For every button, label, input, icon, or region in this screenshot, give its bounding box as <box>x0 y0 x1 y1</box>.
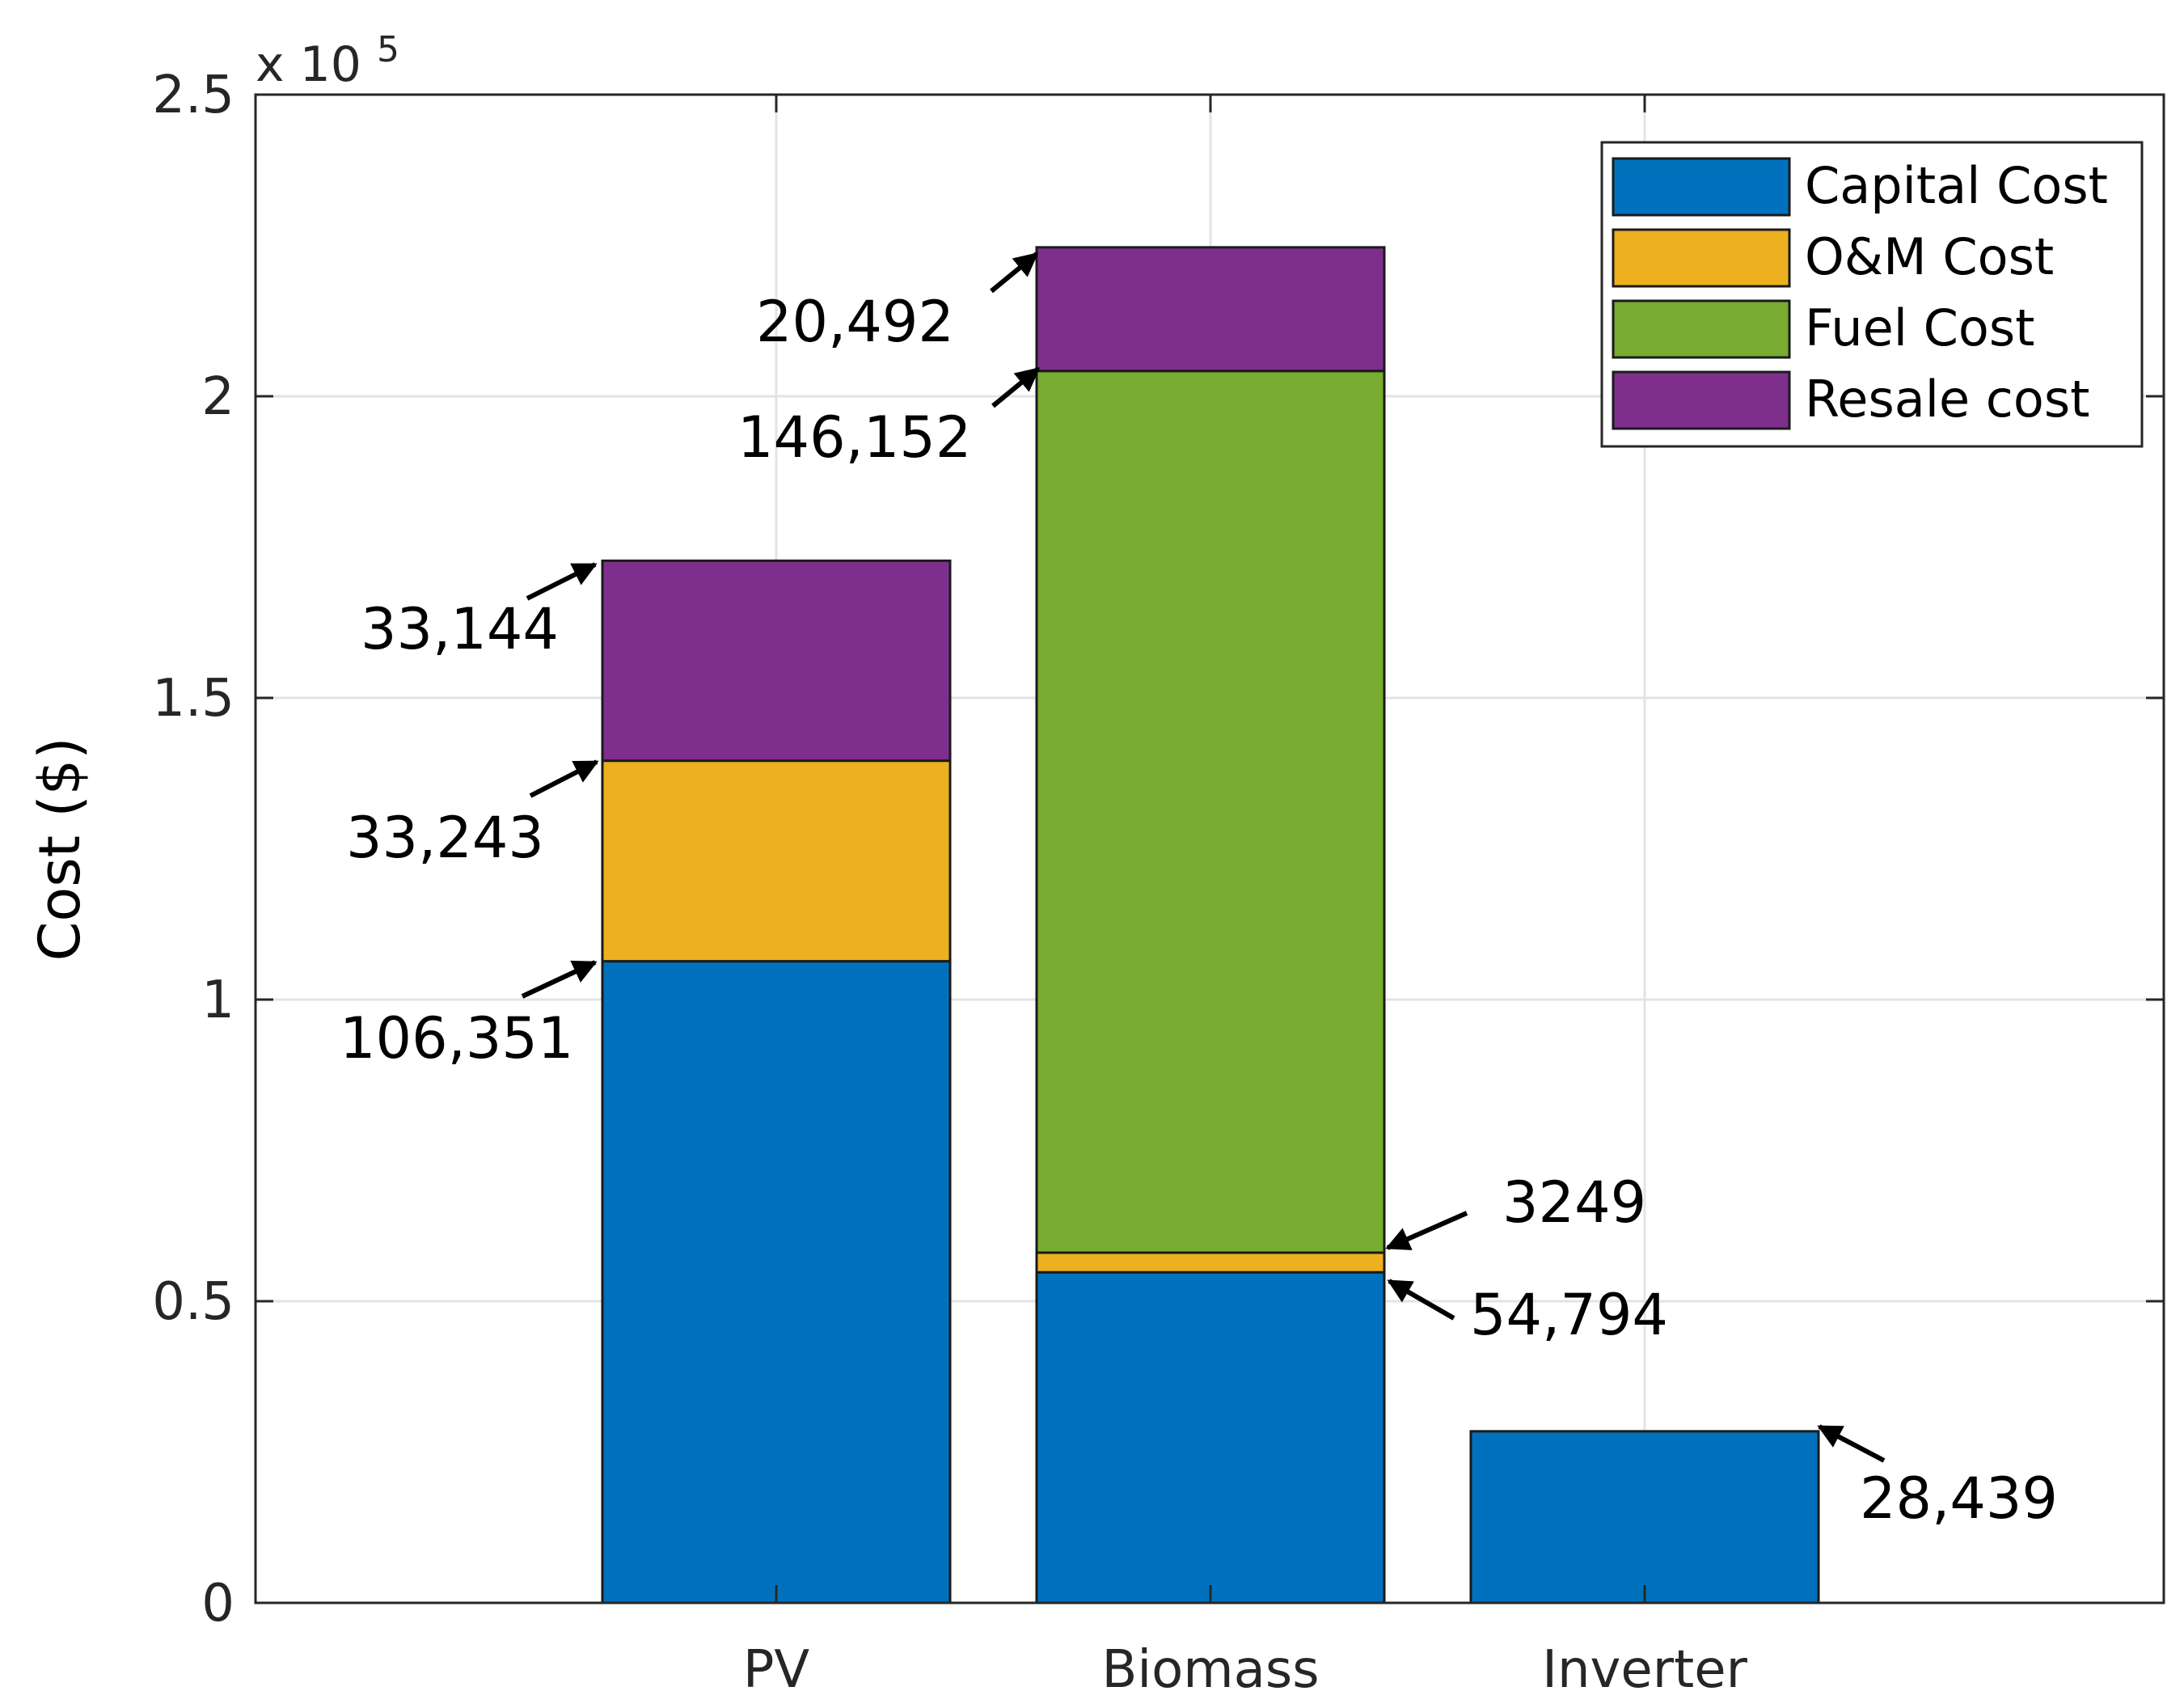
y-exponent-power: 5 <box>377 29 399 70</box>
annotation-arrow <box>1817 1424 1886 1463</box>
legend-label: O&M Cost <box>1805 227 2054 286</box>
bar-segment-pv-capital-cost <box>601 960 952 1604</box>
annotation-arrow <box>991 366 1041 408</box>
bar-segment-inverter-capital-cost <box>1469 1430 1820 1604</box>
legend-swatch <box>1612 299 1791 359</box>
legend-label: Resale cost <box>1805 370 2089 429</box>
annotation-label: 146,152 <box>737 404 971 471</box>
y-tick-label: 2 <box>201 367 234 427</box>
y-tick-label: 0.5 <box>152 1272 234 1332</box>
annotation-arrow <box>1387 1279 1455 1321</box>
annotation-label: 54,794 <box>1470 1282 1668 1348</box>
annotation-label: 106,351 <box>340 1005 573 1072</box>
annotation-arrow <box>529 759 599 798</box>
annotation-label: 20,492 <box>756 289 954 355</box>
annotation-arrow <box>1385 1211 1468 1250</box>
annotation-arrow <box>990 252 1039 294</box>
annotation-label: 33,243 <box>346 805 544 871</box>
bar-segment-biomass-resale-cost <box>1035 246 1386 373</box>
annotation-arrow <box>526 562 598 601</box>
annotation-label: 33,144 <box>361 596 559 662</box>
x-tick-label-pv: PV <box>743 1640 810 1700</box>
bars-group <box>601 246 1820 1604</box>
tick-marks <box>256 93 2164 1604</box>
y-tick-label: 2.5 <box>152 66 234 125</box>
annotations-group: 106,351 33,243 33,144 146,152 20,492 3249 54,7… <box>340 252 2058 1532</box>
y-tick-label: 1.5 <box>152 669 234 729</box>
annotation-label: 28,439 <box>1860 1465 2058 1532</box>
legend-label: Fuel Cost <box>1805 298 2034 357</box>
x-tick-label-inverter: Inverter <box>1542 1640 1747 1700</box>
bar-segment-biomass-o-m-cost <box>1035 1251 1386 1274</box>
y-tick-label: 1 <box>201 970 234 1030</box>
x-tick-labels: PV Biomass Inverter <box>743 1640 1748 1700</box>
y-tick-label: 0 <box>201 1574 234 1634</box>
annotation-label: 3249 <box>1502 1169 1646 1236</box>
bar-segment-biomass-fuel-cost <box>1035 370 1386 1254</box>
bar-segment-biomass-capital-cost <box>1035 1270 1386 1604</box>
x-tick-label-biomass: Biomass <box>1101 1640 1319 1700</box>
legend-swatch <box>1612 228 1791 288</box>
bar-segment-pv-o-m-cost <box>601 759 952 963</box>
bar-segment-pv-resale-cost <box>601 559 952 763</box>
annotation-arrow <box>521 960 598 999</box>
y-exponent-base: x 10 <box>256 36 361 93</box>
legend: Capital Cost O&M Cost Fuel Cost Resale cost <box>1600 141 2144 448</box>
y-exponent-label: x 10 5 <box>256 29 399 93</box>
legend-swatch <box>1612 157 1791 217</box>
legend-swatch <box>1612 370 1791 430</box>
y-axis-label: Cost ($) <box>27 737 93 961</box>
y-tick-labels: 0 0.5 1 1.5 2 2.5 <box>152 66 234 1634</box>
legend-label: Capital Cost <box>1805 156 2108 215</box>
